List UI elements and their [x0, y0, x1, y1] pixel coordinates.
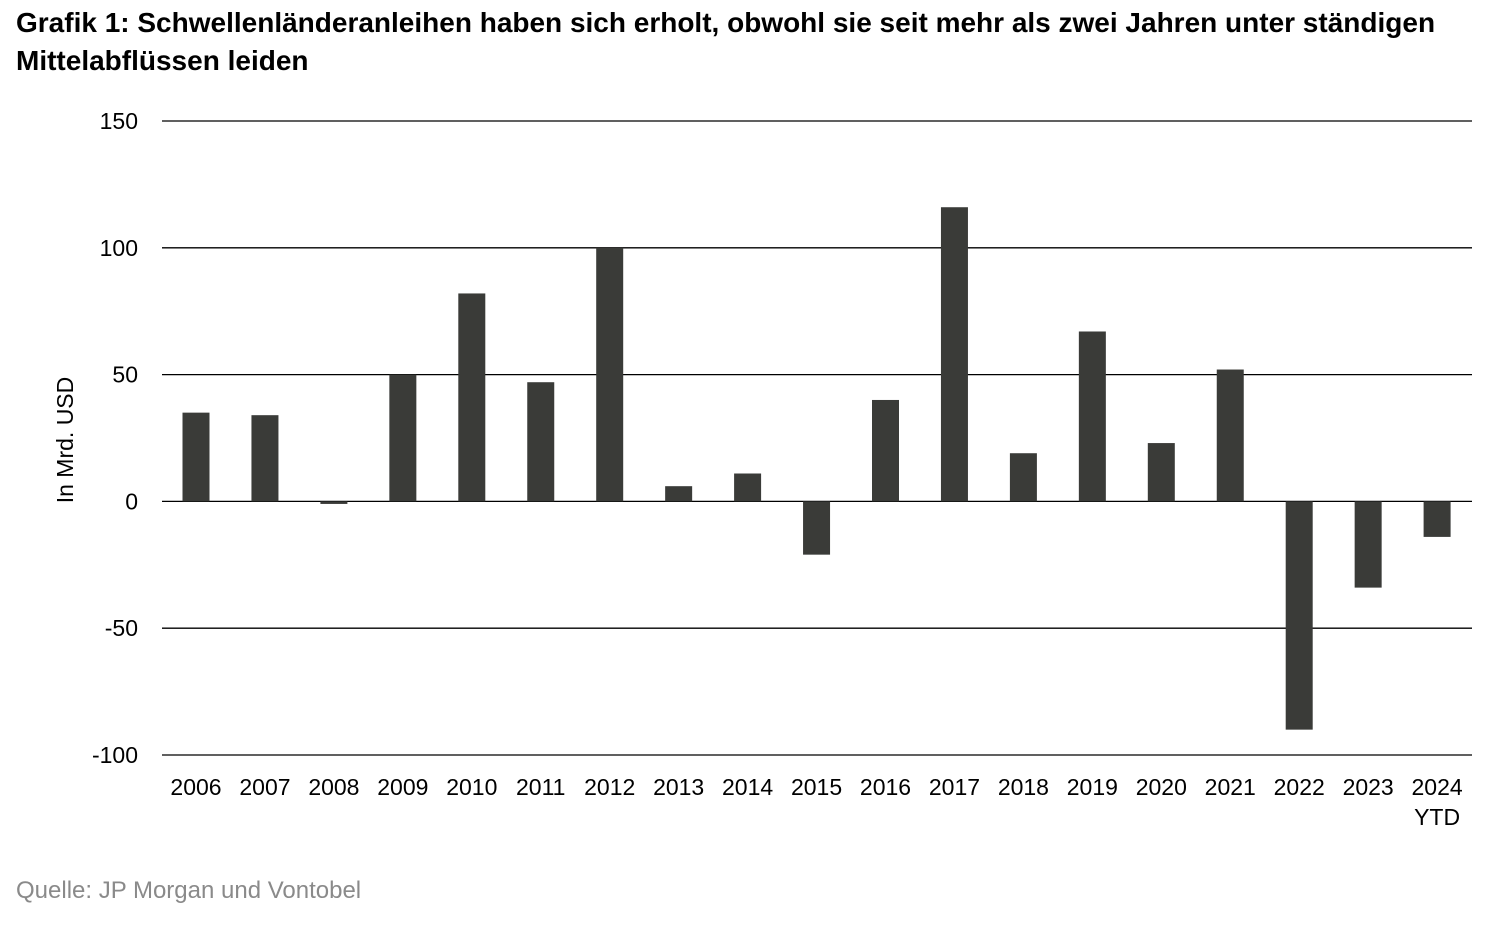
x-tick-label-line: 2023 [1343, 774, 1394, 800]
y-tick-label: 0 [125, 488, 138, 514]
x-tick-label-line: 2012 [584, 774, 635, 800]
bar [251, 415, 279, 502]
x-tick-label: 2014 [722, 774, 773, 800]
bar [1078, 331, 1106, 502]
x-tick-label-line: 2024 [1412, 774, 1463, 800]
x-tick-label: 2022 [1274, 774, 1325, 800]
x-tick-label-line: 2008 [308, 774, 359, 800]
source-note: Quelle: JP Morgan und Vontobel [16, 877, 362, 904]
bars [182, 207, 1451, 730]
bar [182, 412, 210, 502]
x-tick-label: 2012 [584, 774, 635, 800]
bar [803, 501, 831, 555]
x-tick-label: 2010 [446, 774, 497, 800]
x-axis-ticks: 2006 2007 2008 2009 2010 2011 2012 2013 2014 2015… [170, 774, 1462, 830]
x-tick-label: 2016 [860, 774, 911, 800]
x-tick-label: 2011 [516, 774, 565, 800]
y-tick-label: 50 [112, 362, 138, 388]
x-tick-label: 2006 [170, 774, 221, 800]
bar [665, 486, 693, 502]
x-tick-label-line: 2016 [860, 774, 911, 800]
x-tick-label-line: 2013 [653, 774, 704, 800]
x-tick-label-line: 2022 [1274, 774, 1325, 800]
bar [1147, 443, 1175, 502]
y-tick-label: 150 [100, 108, 138, 134]
x-tick-label: 2023 [1343, 774, 1394, 800]
bar [1009, 453, 1037, 502]
y-tick-label: -100 [92, 742, 138, 768]
x-tick-label: 2015 [791, 774, 842, 800]
chart-title: Grafik 1: Schwellenländeranleihen haben … [16, 7, 1436, 76]
x-tick-label-line: 2014 [722, 774, 773, 800]
x-tick-label: 2021 [1205, 774, 1256, 800]
x-tick-label: 2019 [1067, 774, 1118, 800]
bar [320, 501, 348, 504]
y-tick-label: -50 [105, 615, 138, 641]
y-axis-ticks: 150 100 50 0 -50 -100 [92, 108, 138, 768]
bar [734, 473, 762, 502]
x-tick-label-line: 2020 [1136, 774, 1187, 800]
bar [1354, 501, 1382, 588]
x-tick-label: 2007 [239, 774, 290, 800]
x-tick-label: 2017 [929, 774, 980, 800]
x-tick-label: 2018 [998, 774, 1049, 800]
bar [872, 399, 899, 502]
x-tick-label-line: 2007 [239, 774, 290, 800]
x-tick-label: 2013 [653, 774, 704, 800]
y-axis-label: In Mrd. USD [52, 377, 78, 504]
bar [527, 382, 555, 502]
x-tick-label-line: 2019 [1067, 774, 1118, 800]
bar [389, 374, 417, 502]
bar [596, 247, 624, 502]
bar [1423, 501, 1451, 537]
bar [1216, 369, 1244, 502]
bar [940, 207, 968, 502]
y-tick-label: 100 [100, 235, 138, 261]
gridlines [162, 120, 1472, 756]
x-tick-label: 2024 YTD [1412, 774, 1463, 830]
x-tick-label-line: 2018 [998, 774, 1049, 800]
x-tick-label-line: 2010 [446, 774, 497, 800]
x-tick-label-line: YTD [1414, 804, 1460, 830]
x-tick-label-line: 2017 [929, 774, 980, 800]
x-tick-label: 2008 [308, 774, 359, 800]
bar [1285, 501, 1313, 730]
x-tick-label: 2020 [1136, 774, 1187, 800]
x-tick-label-line: 2015 [791, 774, 842, 800]
x-tick-label-line: 2011 [516, 774, 565, 800]
bar [458, 293, 486, 502]
x-tick-label-line: 2009 [377, 774, 428, 800]
x-tick-label-line: 2021 [1205, 774, 1256, 800]
x-tick-label-line: 2006 [170, 774, 221, 800]
x-tick-label: 2009 [377, 774, 428, 800]
